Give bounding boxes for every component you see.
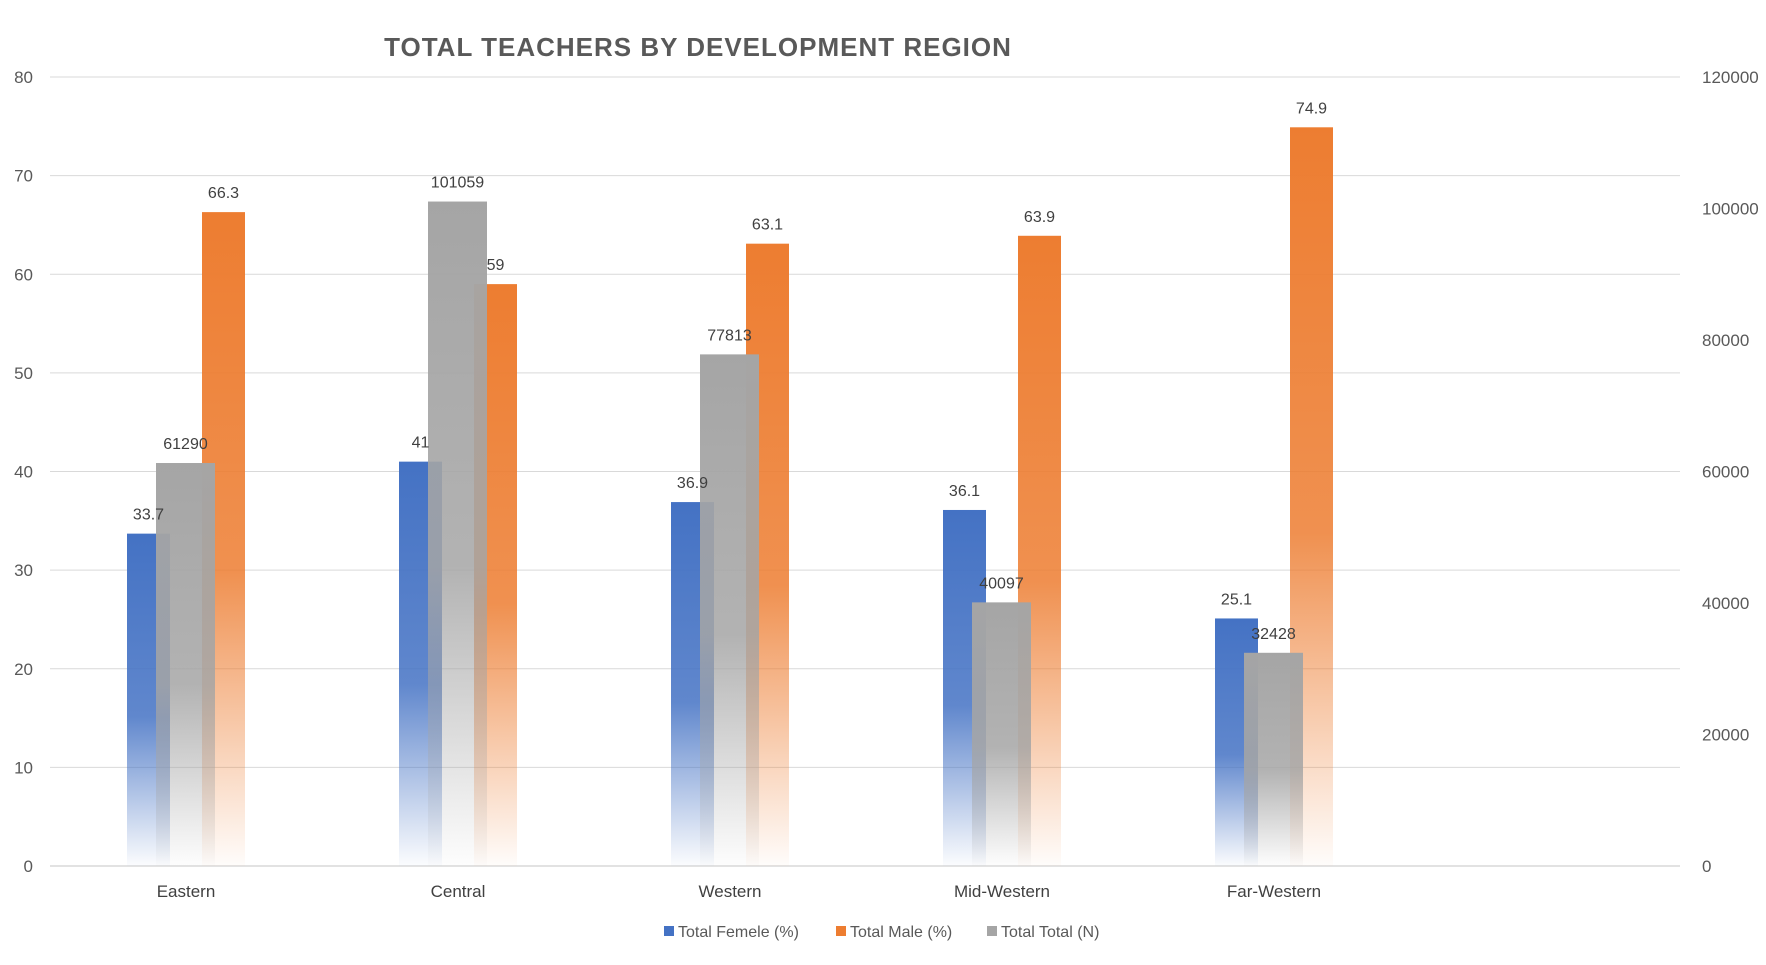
category-label: Western xyxy=(699,882,762,901)
legend-swatch xyxy=(987,926,997,936)
y-tick-label: 40 xyxy=(14,463,33,482)
data-label: 36.9 xyxy=(677,475,708,492)
y-axis-primary: 0 10 20 30 40 50 60 70 80 xyxy=(14,68,33,876)
bar-total xyxy=(1244,652,1303,866)
bars xyxy=(127,127,1333,866)
data-label: 59 xyxy=(487,257,505,274)
category-label: Central xyxy=(431,882,486,901)
chart-title: TOTAL TEACHERS BY DEVELOPMENT REGION xyxy=(384,32,1012,62)
data-label: 66.3 xyxy=(208,185,239,202)
legend: Total Femele (%) Total Male (%) Total Tota… xyxy=(664,924,1099,941)
legend-swatch xyxy=(836,926,846,936)
y2-tick-label: 120000 xyxy=(1702,68,1759,87)
y-axis-secondary: 0 20000 40000 60000 80000 100000 120000 xyxy=(1702,68,1759,876)
category-label: Far-Western xyxy=(1227,882,1321,901)
bar-total xyxy=(972,602,1031,866)
data-label: 74.9 xyxy=(1296,100,1327,117)
y2-tick-label: 20000 xyxy=(1702,726,1749,745)
y-tick-label: 20 xyxy=(14,660,33,679)
y-tick-label: 60 xyxy=(14,265,33,284)
bar-total xyxy=(700,354,759,866)
y-tick-label: 80 xyxy=(14,68,33,87)
data-label: 40097 xyxy=(979,575,1024,592)
data-label: 77813 xyxy=(707,327,752,344)
y-tick-label: 30 xyxy=(14,561,33,580)
bar-total xyxy=(156,463,215,866)
data-label: 25.1 xyxy=(1221,591,1252,608)
category-label: Eastern xyxy=(157,882,216,901)
legend-label: Total Male (%) xyxy=(850,924,952,941)
bar-total xyxy=(428,201,487,866)
y2-tick-label: 60000 xyxy=(1702,463,1749,482)
y-tick-label: 70 xyxy=(14,167,33,186)
y2-tick-label: 40000 xyxy=(1702,594,1749,613)
data-label: 63.9 xyxy=(1024,209,1055,226)
data-label: 36.1 xyxy=(949,483,980,500)
data-label: 101059 xyxy=(431,175,484,192)
y-tick-label: 50 xyxy=(14,364,33,383)
x-axis-categories: Eastern Central Western Mid-Western Far-West… xyxy=(157,882,1321,901)
category-label: Mid-Western xyxy=(954,882,1050,901)
data-label: 41 xyxy=(412,435,430,452)
y2-tick-label: 80000 xyxy=(1702,331,1749,350)
legend-label: Total Total (N) xyxy=(1001,924,1099,941)
data-label: 61290 xyxy=(163,436,208,453)
gridlines xyxy=(50,76,1680,867)
data-label: 33.7 xyxy=(133,507,164,524)
legend-swatch xyxy=(664,926,674,936)
data-label: 32428 xyxy=(1251,626,1296,643)
legend-label: Total Femele (%) xyxy=(678,924,799,941)
data-label: 63.1 xyxy=(752,217,783,234)
y-tick-label: 0 xyxy=(24,857,33,876)
y2-tick-label: 0 xyxy=(1702,857,1711,876)
y-tick-label: 10 xyxy=(14,758,33,777)
y2-tick-label: 100000 xyxy=(1702,200,1759,219)
data-labels: 33.7 66.3 61290 41 59 101059 36.9 63.1 77813 36.1… xyxy=(133,100,1327,642)
